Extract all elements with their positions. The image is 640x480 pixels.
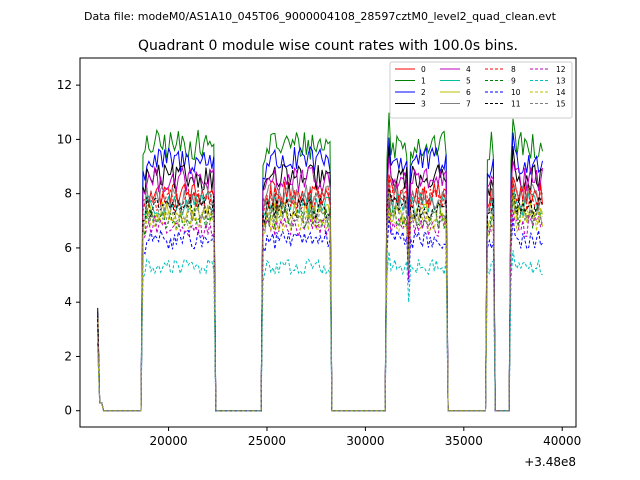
x-tick-label: 30000 xyxy=(346,434,384,448)
y-tick-label: 10 xyxy=(57,132,72,146)
series-line-15 xyxy=(97,193,543,412)
legend-label-0: 0 xyxy=(421,65,426,74)
legend-label-4: 4 xyxy=(466,65,471,74)
y-tick-label: 8 xyxy=(64,187,72,201)
legend-box xyxy=(389,61,573,119)
series-line-14 xyxy=(97,195,543,412)
legend-label-6: 6 xyxy=(466,88,471,97)
series-line-2 xyxy=(97,132,543,412)
series-layer xyxy=(97,112,543,412)
legend-label-9: 9 xyxy=(511,77,516,86)
y-tick-label: 4 xyxy=(64,295,72,309)
legend-label-12: 12 xyxy=(556,65,566,74)
legend-label-11: 11 xyxy=(511,100,521,109)
x-tick-label: 40000 xyxy=(543,434,581,448)
legend-label-8: 8 xyxy=(511,65,516,74)
legend-label-13: 13 xyxy=(556,77,566,86)
series-line-13 xyxy=(97,250,543,412)
chart-title: Quadrant 0 module wise count rates with … xyxy=(138,38,518,54)
figure-suptitle: Data file: modeM0/AS1A10_045T06_90000041… xyxy=(84,10,557,23)
series-line-10 xyxy=(97,216,543,412)
legend-label-15: 15 xyxy=(556,100,566,109)
series-line-9 xyxy=(97,197,543,412)
y-tick-label: 2 xyxy=(64,349,72,363)
series-line-12 xyxy=(97,199,543,412)
legend-label-2: 2 xyxy=(421,88,426,97)
y-tick-label: 12 xyxy=(57,78,72,92)
series-line-1 xyxy=(97,112,543,412)
x-tick-label: 25000 xyxy=(248,434,286,448)
y-tick-label: 0 xyxy=(64,404,72,418)
y-tick-label: 6 xyxy=(64,241,72,255)
plot-frame xyxy=(79,57,577,428)
x-offset-label: +3.48e8 xyxy=(524,455,576,469)
x-tick-label: 35000 xyxy=(445,434,483,448)
y-axis: 0 2 4 6 8 10 12 xyxy=(57,78,80,418)
legend-label-3: 3 xyxy=(421,100,426,109)
legend-label-1: 1 xyxy=(421,77,426,86)
legend-label-7: 7 xyxy=(466,100,471,109)
legend-label-5: 5 xyxy=(466,77,471,86)
legend-label-10: 10 xyxy=(511,88,521,97)
x-tick-label: 20000 xyxy=(149,434,187,448)
legend-label-14: 14 xyxy=(556,88,566,97)
x-axis: 20000 25000 30000 35000 40000 xyxy=(149,427,581,448)
